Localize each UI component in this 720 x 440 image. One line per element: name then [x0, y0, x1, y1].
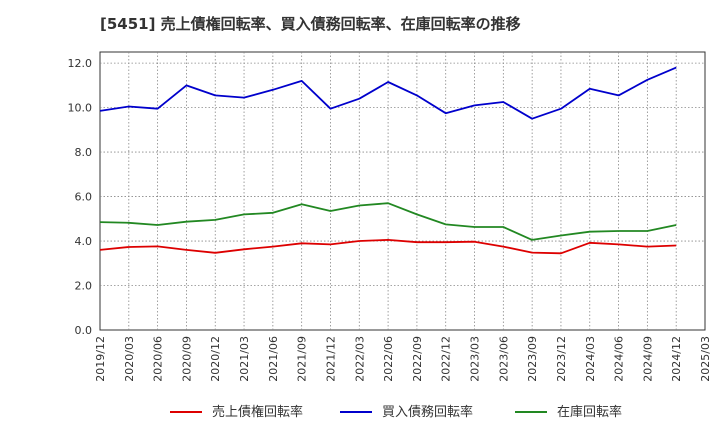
x-tick-label: 2022/06 — [382, 336, 395, 382]
x-tick-label: 2024/06 — [613, 336, 626, 382]
x-tick-label: 2024/09 — [641, 336, 654, 382]
x-tick-label: 2020/03 — [123, 336, 136, 382]
legend-item: 在庫回転率 — [515, 404, 622, 420]
legend-label: 在庫回転率 — [557, 404, 622, 420]
series-line — [99, 66, 677, 120]
x-tick-label: 2024/03 — [584, 336, 597, 382]
x-tick-label: 2023/09 — [526, 336, 539, 382]
x-tick-label: 2024/12 — [670, 336, 683, 382]
x-axis: 2019/12 2020/03 2020/06 2020/09 2020/12 2021/… — [94, 336, 712, 382]
series-line — [99, 238, 677, 255]
x-tick-label: 2021/12 — [324, 336, 337, 382]
x-tick-label: 2020/06 — [152, 336, 165, 382]
x-tick-label: 2021/09 — [296, 336, 309, 382]
x-tick-label: 2023/12 — [555, 336, 568, 382]
chart-title: [5451] 売上債権回転率、買入債務回転率、在庫回転率の推移 — [100, 15, 521, 33]
x-tick-label: 2021/03 — [238, 336, 251, 382]
x-tick-label: 2020/12 — [209, 336, 222, 382]
x-tick-label: 2022/03 — [353, 336, 366, 382]
x-tick-label: 2022/09 — [411, 336, 424, 382]
legend-item: 売上債権回転率 — [170, 404, 303, 420]
legend: 売上債権回転率 買入債務回転率 在庫回転率 — [170, 404, 622, 420]
y-tick-label: 12.0 — [68, 57, 93, 70]
legend-item: 買入債務回転率 — [340, 404, 473, 420]
y-axis: 0.0 2.0 4.0 6.0 8.0 10.0 12.0 — [68, 57, 93, 337]
y-tick-label: 6.0 — [75, 191, 93, 204]
y-tick-label: 0.0 — [75, 324, 93, 337]
grid — [100, 52, 705, 330]
y-tick-label: 2.0 — [75, 280, 93, 293]
y-tick-label: 10.0 — [68, 102, 93, 115]
x-tick-label: 2020/09 — [180, 336, 193, 382]
x-tick-label: 2025/03 — [699, 336, 712, 382]
y-tick-label: 8.0 — [75, 146, 93, 159]
x-tick-label: 2023/03 — [469, 336, 482, 382]
legend-label: 売上債権回転率 — [212, 404, 303, 420]
series-lines — [99, 66, 677, 255]
x-tick-label: 2022/12 — [440, 336, 453, 382]
series-line — [99, 202, 677, 241]
plot-area — [99, 51, 706, 331]
x-tick-label: 2023/06 — [497, 336, 510, 382]
x-tick-label: 2019/12 — [94, 336, 107, 382]
y-tick-label: 4.0 — [75, 235, 93, 248]
legend-label: 買入債務回転率 — [382, 404, 473, 420]
x-tick-label: 2021/06 — [267, 336, 280, 382]
